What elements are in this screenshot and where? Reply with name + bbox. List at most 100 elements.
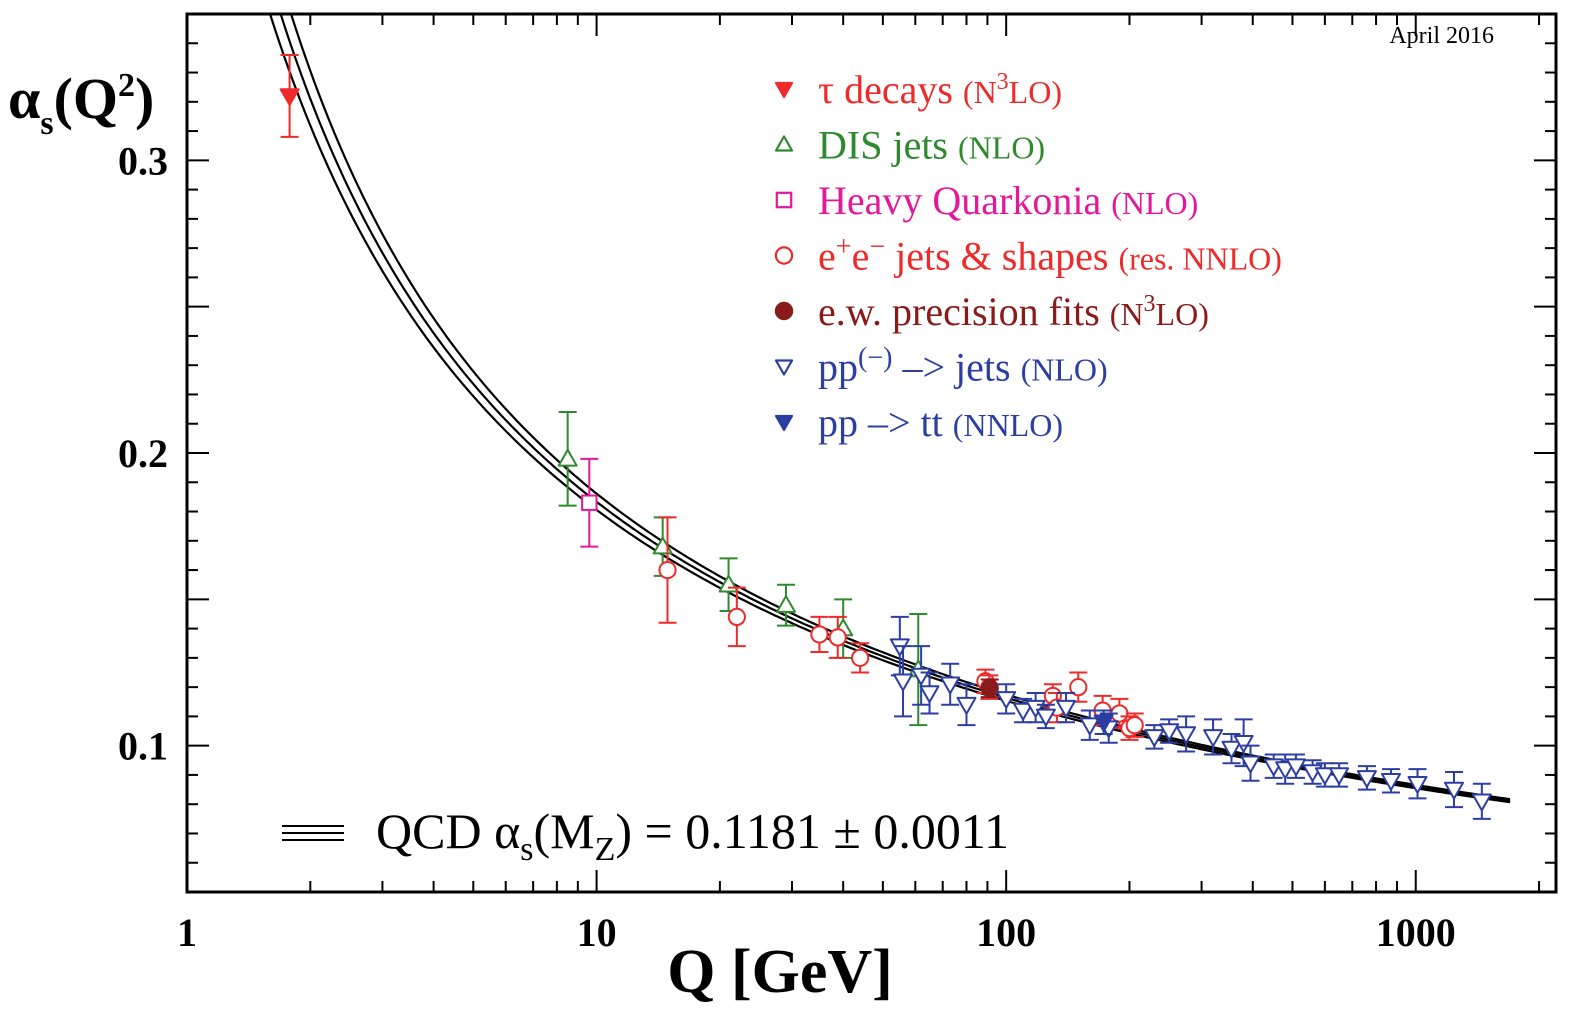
point-marker — [980, 679, 999, 698]
legend-entry-part: (N — [963, 74, 997, 110]
legend-entry-part: Heavy Quarkonia — [818, 178, 1111, 223]
legend-entry-part: − — [869, 232, 885, 263]
y-axis-title-alpha: α — [8, 66, 40, 131]
legend-entry-part: (N — [1110, 296, 1144, 332]
qcd-fit-label: QCD αs(MZ) = 0.1181 ± 0.0011 — [282, 803, 1009, 868]
point-marker — [557, 448, 578, 467]
point-marker — [1125, 716, 1144, 735]
series-4 — [980, 678, 999, 699]
y-axis-title-rest: (Q — [54, 66, 118, 131]
point-marker — [776, 595, 796, 613]
legend-entry-label: pp –> tt (NNLO) — [818, 400, 1063, 445]
point-marker — [1035, 708, 1056, 727]
x-tick-label: 100 — [976, 910, 1036, 955]
y-axis-title: αs(Q2) — [8, 66, 154, 142]
point-marker — [1176, 726, 1197, 744]
point-marker — [996, 691, 1017, 709]
point-marker — [1159, 723, 1180, 741]
legend-entry-part: DIS jets — [818, 123, 958, 168]
point-marker — [1093, 714, 1114, 733]
legend-entry-part: pp –> tt — [818, 400, 953, 445]
legend-entry-label: pp(−) –> jets (NLO) — [818, 343, 1108, 390]
legend-entry-part: + — [836, 232, 852, 263]
point-marker — [774, 246, 794, 265]
legend-entry-part: LO) — [1156, 296, 1209, 332]
point-marker — [810, 625, 829, 644]
point-marker — [1079, 717, 1100, 736]
y-tick-label: 0.1 — [118, 724, 168, 769]
qcd-fit-label-part: QCD α — [376, 803, 520, 859]
point-marker — [1356, 770, 1377, 788]
legend-entry-part: e.w. precision fits — [818, 289, 1110, 334]
legend-entry-part: (NLO) — [1111, 185, 1198, 221]
qcd-fit-label-part: s — [520, 831, 533, 868]
legend-entry-part: (−) — [858, 343, 892, 374]
legend-entry-part: jets & shapes — [885, 234, 1118, 279]
point-marker — [1286, 758, 1306, 777]
legend-entry-part: (NLO) — [1021, 352, 1108, 388]
legend-entry-part: pp — [818, 345, 858, 390]
legend-entry-label: e.w. precision fits (N3LO) — [818, 289, 1209, 334]
point-marker — [828, 628, 847, 647]
point-marker — [1381, 773, 1401, 791]
y-axis-title-sub: s — [40, 105, 53, 142]
point-marker — [774, 301, 794, 321]
point-marker — [1471, 793, 1492, 812]
legend-entry-part: e — [818, 234, 836, 279]
series-0 — [279, 53, 300, 138]
y-tick-label: 0.3 — [118, 138, 168, 183]
y-tick-label: 0.2 — [118, 431, 168, 476]
qcd-fit-label-text: QCD αs(MZ) = 0.1181 ± 0.0011 — [376, 803, 1009, 868]
point-marker — [727, 607, 746, 626]
point-marker — [1444, 781, 1464, 800]
point-marker — [1233, 735, 1254, 753]
x-tick-label: 1 — [177, 910, 197, 955]
point-marker — [1240, 755, 1261, 774]
point-marker — [1221, 740, 1242, 759]
point-marker — [1144, 729, 1165, 747]
date-label: April 2016 — [1389, 23, 1494, 49]
legend-entry-label: DIS jets (NLO) — [818, 123, 1045, 168]
point-marker — [889, 638, 910, 657]
legend-entry-part: (NNLO) — [953, 407, 1063, 443]
point-marker — [940, 676, 961, 695]
qcd-fit-label-part: Z — [595, 831, 616, 868]
legend-entry-part: (NLO) — [958, 130, 1045, 166]
point-marker — [1329, 767, 1350, 785]
y-axis-title-close: ) — [135, 66, 154, 131]
x-tick-label: 10 — [577, 910, 617, 955]
point-marker — [774, 414, 794, 432]
data-points — [279, 53, 1492, 820]
point-marker — [893, 673, 913, 692]
point-marker — [775, 191, 793, 209]
legend-entry-label: Heavy Quarkonia (NLO) — [818, 178, 1198, 223]
point-marker — [1203, 729, 1224, 747]
point-marker — [279, 88, 300, 106]
qcd-fit-label-part: ) = 0.1181 ± 0.0011 — [615, 803, 1009, 859]
point-marker — [1275, 761, 1296, 780]
series-6 — [1093, 709, 1114, 735]
y-axis-title-sup: 2 — [118, 67, 135, 104]
point-marker — [919, 685, 940, 703]
point-marker — [581, 494, 598, 511]
point-marker — [774, 359, 794, 376]
point-marker — [1013, 702, 1034, 721]
series-5 — [889, 615, 1492, 820]
x-tick-label: 1000 — [1376, 910, 1456, 955]
legend-entry-part: 3 — [1144, 291, 1156, 317]
legend-entry-part: e — [852, 234, 870, 279]
x-axis-title: Q [GeV] — [667, 938, 893, 1006]
legend-entry-part: LO) — [1009, 74, 1062, 110]
axis-ticks: 1 10 100 1000 0.1 0.2 0.3 — [118, 13, 1556, 955]
point-marker — [774, 81, 794, 99]
legend-entry-label: τ decays (N3LO) — [818, 67, 1062, 112]
series-1 — [557, 411, 929, 727]
point-marker — [1069, 678, 1088, 697]
point-marker — [774, 135, 794, 152]
point-marker — [1056, 699, 1076, 718]
legend-entry-part: –> jets — [892, 345, 1020, 390]
point-marker — [956, 696, 977, 715]
legend: τ decays (N3LO)DIS jets (NLO)Heavy Quark… — [774, 67, 1282, 445]
legend-entry-label: e+e− jets & shapes (res. NNLO) — [818, 232, 1282, 279]
